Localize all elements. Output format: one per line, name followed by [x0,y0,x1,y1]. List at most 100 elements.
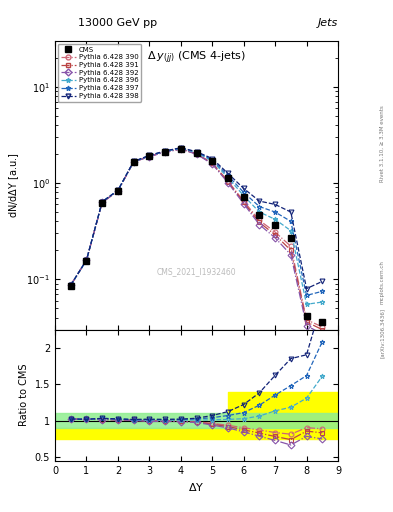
CMS [194,150,199,156]
Pythia 6.428 390 [273,229,277,235]
Pythia 6.428 391 [194,151,199,157]
CMS [178,145,183,152]
Text: Rivet 3.1.10, ≥ 3.3M events: Rivet 3.1.10, ≥ 3.3M events [380,105,384,182]
Pythia 6.428 390 [68,282,73,288]
Pythia 6.428 391 [147,154,152,160]
Pythia 6.428 398 [147,152,152,158]
Pythia 6.428 391 [116,188,120,194]
Pythia 6.428 391 [210,160,215,166]
Pythia 6.428 390 [320,324,325,330]
Pythia 6.428 396 [131,159,136,165]
Pythia 6.428 398 [131,158,136,164]
CMS [147,153,152,159]
Pythia 6.428 397 [273,209,277,215]
Pythia 6.428 390 [100,199,105,205]
Pythia 6.428 396 [288,228,293,234]
CMS [100,200,105,206]
Pythia 6.428 397 [68,282,73,288]
Pythia 6.428 390 [241,198,246,204]
Pythia 6.428 396 [84,257,89,263]
CMS [226,175,230,181]
Pythia 6.428 391 [178,146,183,152]
Pythia 6.428 397 [84,257,89,263]
Text: mcplots.cern.ch: mcplots.cern.ch [380,260,384,304]
Pythia 6.428 392 [116,188,120,194]
Pythia 6.428 398 [241,185,246,191]
Pythia 6.428 397 [194,149,199,155]
Pythia 6.428 397 [210,157,215,163]
Pythia 6.428 390 [288,243,293,249]
Pythia 6.428 398 [210,156,215,162]
Pythia 6.428 392 [273,234,277,241]
CMS [116,188,120,195]
Pythia 6.428 391 [84,257,89,263]
Pythia 6.428 398 [194,148,199,155]
Pythia 6.428 398 [116,187,120,194]
Pythia 6.428 391 [226,179,230,185]
Pythia 6.428 390 [163,148,167,155]
CMS [68,283,73,289]
Pythia 6.428 396 [68,282,73,288]
Pythia 6.428 392 [178,146,183,152]
Pythia 6.428 390 [210,160,215,166]
Pythia 6.428 398 [84,257,89,263]
Pythia 6.428 396 [226,175,230,181]
Line: Pythia 6.428 390: Pythia 6.428 390 [68,146,325,329]
Text: [arXiv:1306.3436]: [arXiv:1306.3436] [380,308,384,358]
Pythia 6.428 397 [163,148,167,154]
Pythia 6.428 392 [226,180,230,186]
Pythia 6.428 391 [257,219,262,225]
Text: Jets: Jets [318,18,338,28]
Line: Pythia 6.428 397: Pythia 6.428 397 [68,145,325,298]
Pythia 6.428 396 [147,153,152,159]
Pythia 6.428 397 [304,292,309,298]
Line: Pythia 6.428 392: Pythia 6.428 392 [68,147,325,336]
Line: CMS: CMS [67,145,326,326]
Pythia 6.428 396 [257,209,262,215]
Pythia 6.428 398 [100,199,105,205]
CMS [163,148,167,155]
CMS [241,194,246,200]
Pythia 6.428 392 [84,257,89,263]
Pythia 6.428 390 [194,151,199,157]
Pythia 6.428 391 [163,149,167,155]
Pythia 6.428 397 [226,173,230,179]
Pythia 6.428 397 [178,145,183,151]
Pythia 6.428 398 [288,209,293,215]
Pythia 6.428 396 [178,145,183,152]
Pythia 6.428 396 [241,193,246,199]
Pythia 6.428 397 [288,218,293,224]
Text: $\Delta\,y_{(jj)}$ (CMS 4-jets): $\Delta\,y_{(jj)}$ (CMS 4-jets) [147,50,246,66]
Pythia 6.428 391 [288,247,293,253]
Pythia 6.428 391 [131,159,136,165]
CMS [84,258,89,264]
Pythia 6.428 392 [257,222,262,228]
Pythia 6.428 396 [210,158,215,164]
Pythia 6.428 396 [304,301,309,307]
Pythia 6.428 397 [241,189,246,196]
CMS [320,319,325,325]
Pythia 6.428 392 [147,154,152,160]
Pythia 6.428 392 [100,199,105,205]
Pythia 6.428 390 [226,178,230,184]
Pythia 6.428 391 [100,199,105,205]
Pythia 6.428 396 [100,199,105,205]
Pythia 6.428 390 [178,146,183,152]
CMS [257,211,262,218]
Pythia 6.428 390 [84,257,89,263]
Legend: CMS, Pythia 6.428 390, Pythia 6.428 391, Pythia 6.428 392, Pythia 6.428 396, Pyt: CMS, Pythia 6.428 390, Pythia 6.428 391,… [58,44,141,102]
Pythia 6.428 398 [178,145,183,151]
Pythia 6.428 390 [257,217,262,223]
Pythia 6.428 398 [68,282,73,288]
Pythia 6.428 397 [257,203,262,209]
Pythia 6.428 390 [147,153,152,159]
Y-axis label: Ratio to CMS: Ratio to CMS [19,364,29,426]
Pythia 6.428 391 [320,327,325,333]
Pythia 6.428 390 [304,316,309,323]
Pythia 6.428 398 [320,279,325,285]
Pythia 6.428 392 [68,282,73,288]
Pythia 6.428 390 [116,188,120,194]
Pythia 6.428 397 [100,199,105,205]
Pythia 6.428 397 [116,187,120,194]
Line: Pythia 6.428 398: Pythia 6.428 398 [68,145,325,291]
